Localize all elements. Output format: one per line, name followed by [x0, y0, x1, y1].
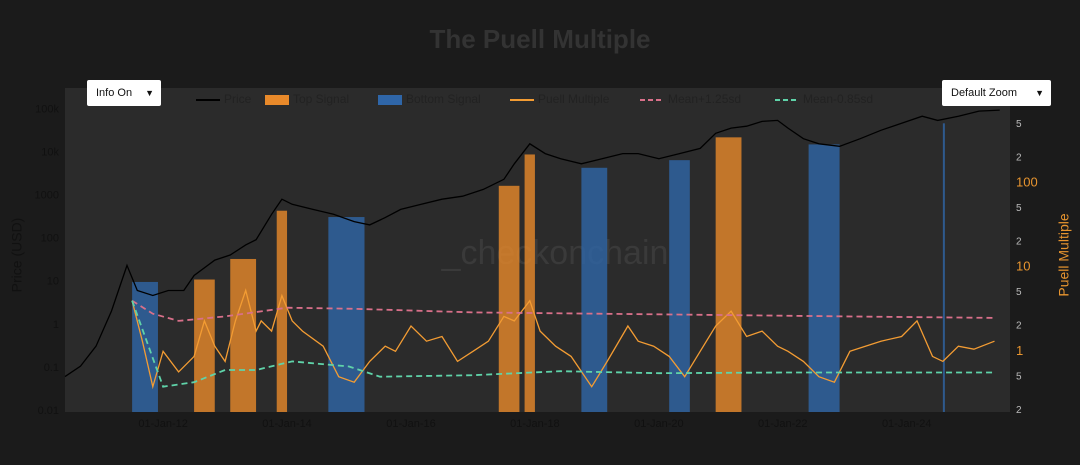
- signal-band: [581, 167, 608, 412]
- legend-label: Bottom Signal: [406, 92, 481, 106]
- legend-swatch: [378, 95, 402, 105]
- y2-tick-label: 5: [1016, 287, 1022, 298]
- y-tick-label: 10: [47, 276, 59, 288]
- legend-label: Price: [224, 92, 252, 106]
- y2-tick-label: 5: [1016, 119, 1022, 130]
- y2-tick-label: 2: [1016, 321, 1022, 332]
- signal-band: [942, 123, 945, 413]
- info-dropdown[interactable]: Info On: [87, 80, 161, 106]
- y2-tick-label: 2: [1016, 152, 1022, 163]
- y-tick-label: 100: [41, 233, 59, 245]
- y-tick-label: 1000: [35, 190, 59, 202]
- legend-swatch: [265, 95, 289, 105]
- series-line: [131, 299, 995, 322]
- signal-band: [715, 137, 742, 412]
- signal-band: [194, 279, 215, 412]
- y-axis-title: Price (USD): [9, 218, 25, 293]
- y2-tick-label: 1: [1016, 343, 1023, 358]
- series-line: [131, 300, 995, 388]
- signal-band: [669, 160, 690, 412]
- signal-band: [276, 210, 288, 412]
- y-tick-label: 0.01: [38, 405, 59, 417]
- signal-band: [808, 144, 840, 412]
- x-tick-label: 01-Jan-12: [138, 418, 188, 430]
- x-tick-label: 01-Jan-22: [758, 418, 808, 430]
- y-tick-label: 1: [53, 319, 59, 331]
- legend-label: Mean-0.85sd: [803, 92, 873, 106]
- y2-tick-label: 2: [1016, 237, 1022, 248]
- signal-band: [524, 154, 535, 412]
- signal-band: [328, 217, 365, 412]
- y2-tick-label: 100: [1016, 175, 1038, 190]
- x-tick-label: 01-Jan-18: [510, 418, 560, 430]
- signal-band: [230, 258, 257, 412]
- signal-band: [498, 185, 520, 412]
- y-tick-label: 10k: [41, 147, 59, 159]
- y2-tick-label: 5: [1016, 371, 1022, 382]
- watermark: _checkonchain: [441, 234, 669, 272]
- y2-tick-label: 2: [1016, 405, 1022, 416]
- y-tick-label: 100k: [35, 103, 59, 115]
- chart-title: The Puell Multiple: [429, 24, 650, 54]
- x-tick-label: 01-Jan-24: [882, 418, 932, 430]
- zoom-dropdown[interactable]: Default Zoom: [942, 80, 1051, 106]
- series-line: [131, 288, 995, 390]
- x-tick-label: 01-Jan-20: [634, 418, 684, 430]
- y-tick-label: 0.1: [44, 362, 59, 374]
- y2-tick-label: 10: [1016, 259, 1030, 274]
- series-line: [64, 109, 1000, 378]
- legend-label: Mean+1.25sd: [668, 92, 741, 106]
- legend-label: Puell Multiple: [538, 92, 610, 106]
- x-tick-label: 01-Jan-14: [262, 418, 312, 430]
- legend-label: Top Signal: [293, 92, 349, 106]
- y2-tick-label: 5: [1016, 203, 1022, 214]
- signal-band: [132, 281, 158, 412]
- x-tick-label: 01-Jan-16: [386, 418, 436, 430]
- y2-axis-title: Puell Multiple: [1056, 213, 1072, 296]
